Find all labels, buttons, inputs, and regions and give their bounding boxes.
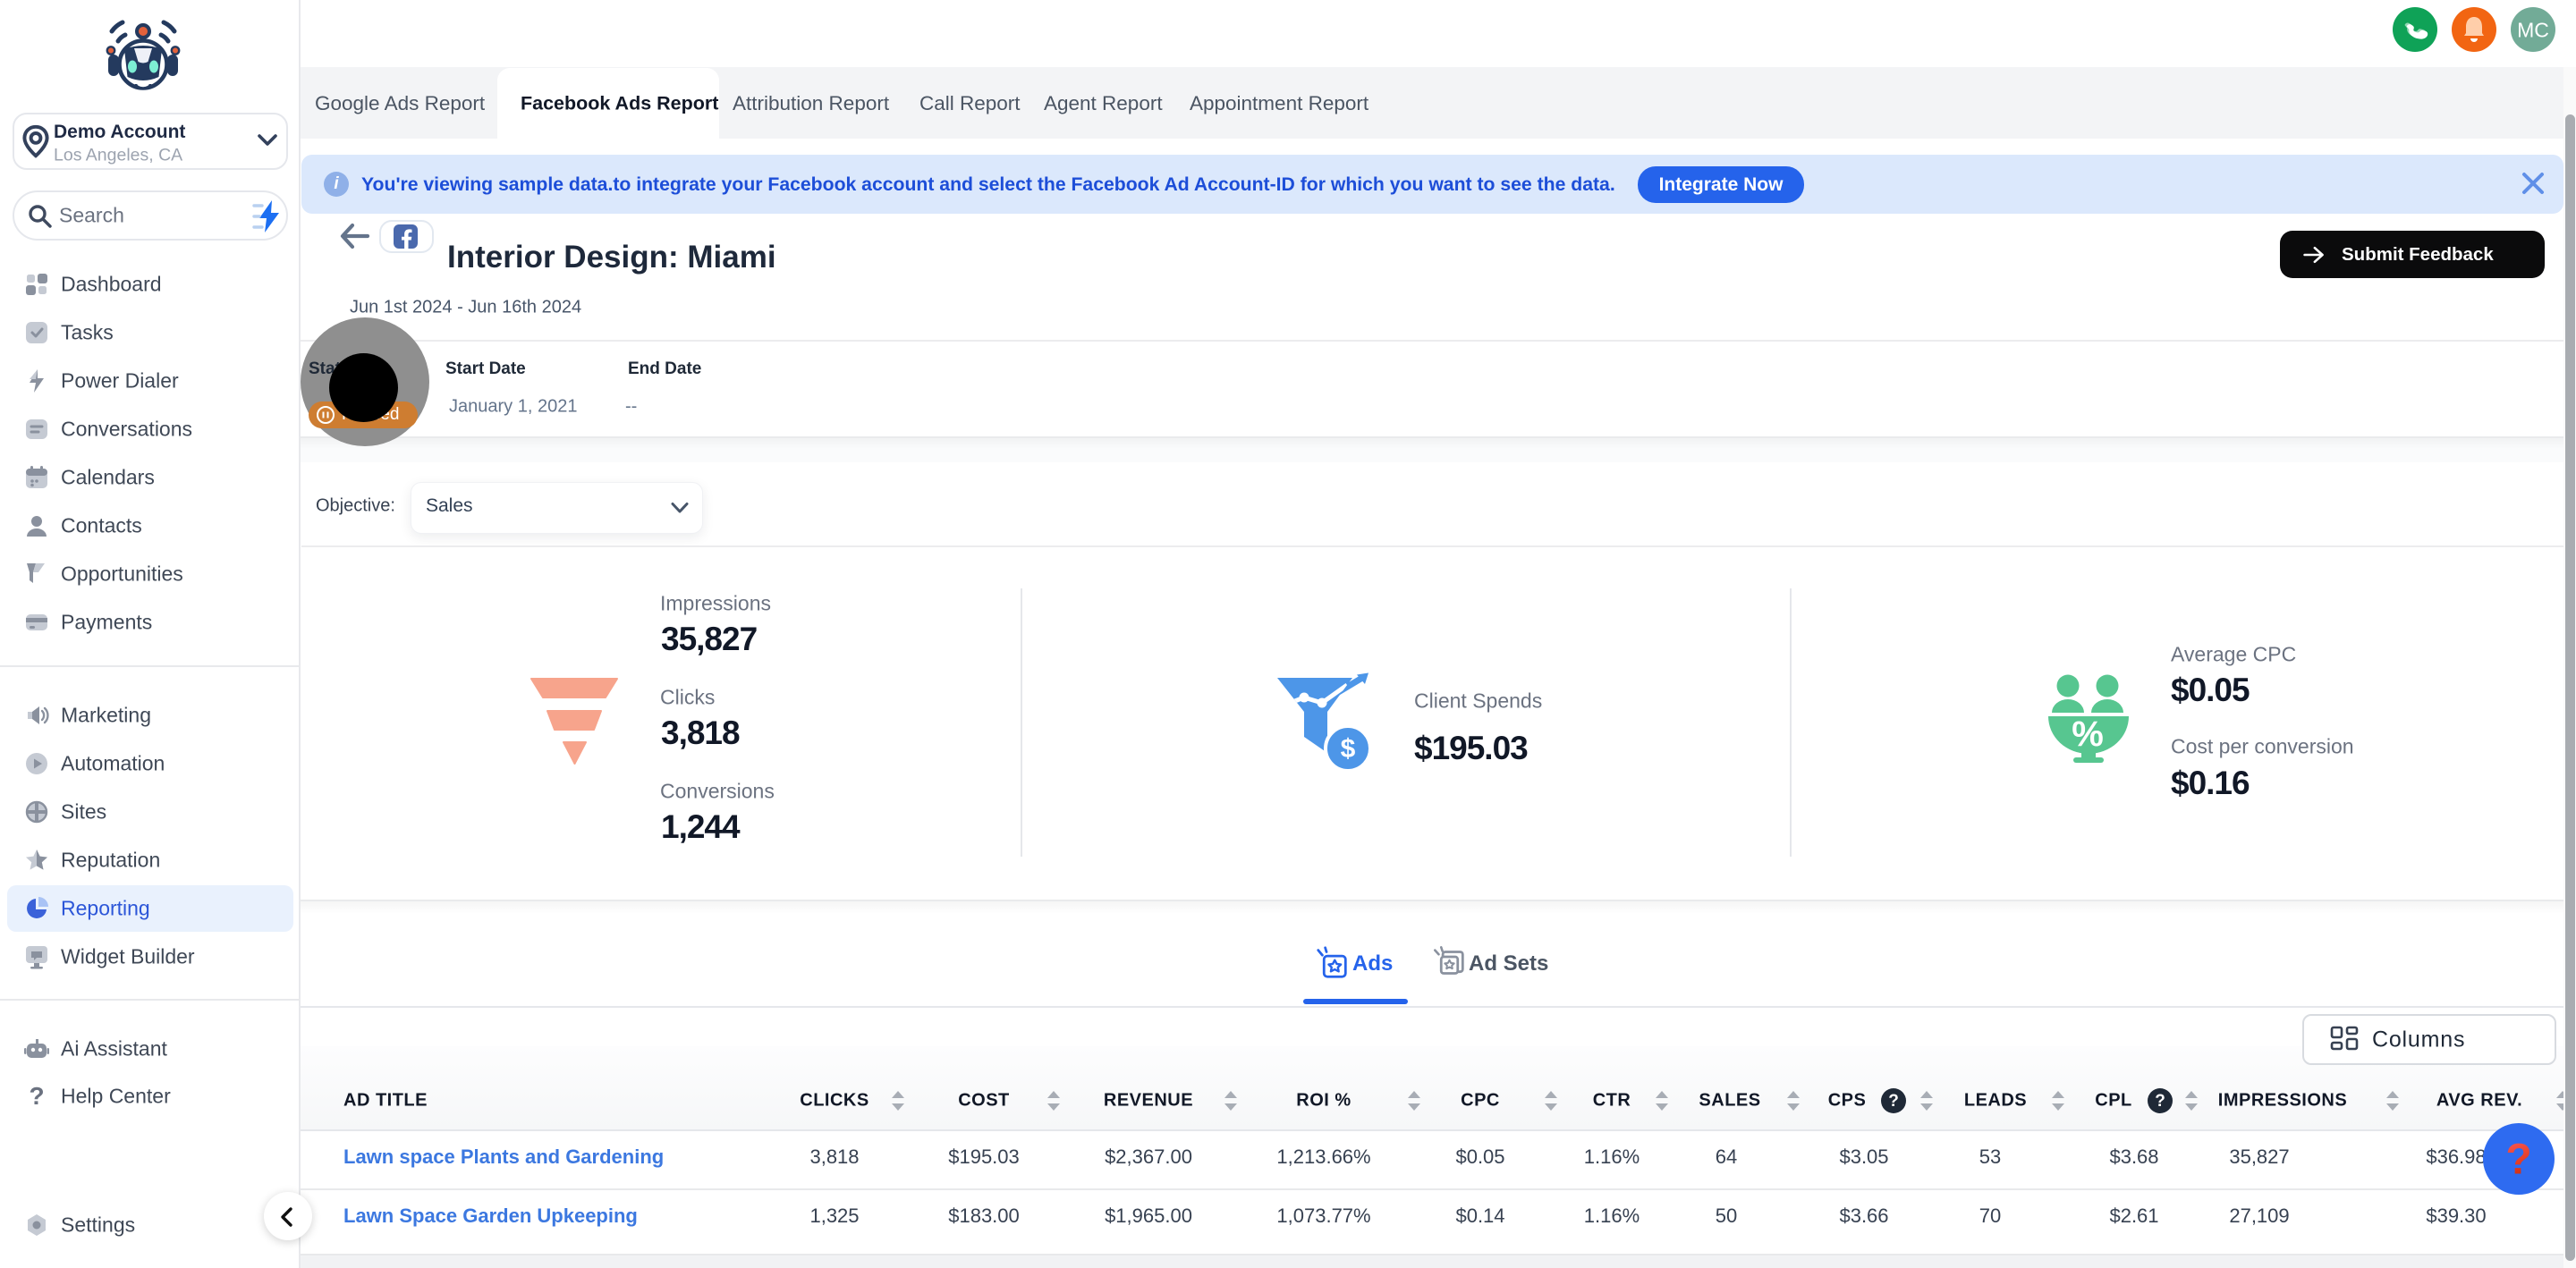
svg-text:%: % xyxy=(2072,714,2104,754)
svg-text:$: $ xyxy=(1341,734,1356,764)
svg-text:?: ? xyxy=(29,1084,44,1109)
